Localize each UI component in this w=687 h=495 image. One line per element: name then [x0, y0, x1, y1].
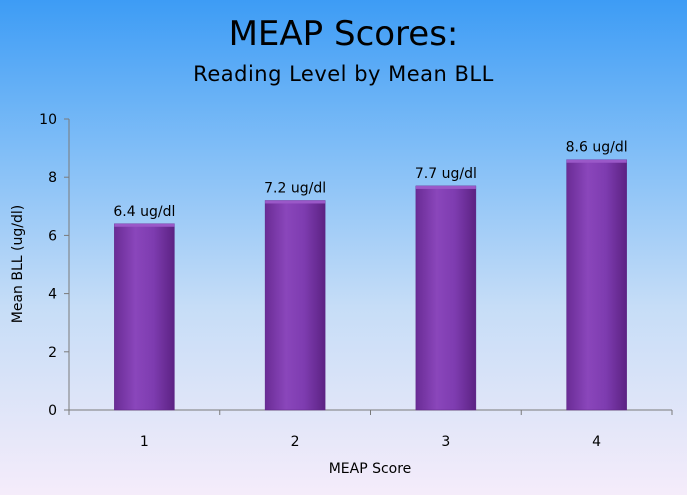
bar-highlight: [265, 200, 326, 204]
bar-highlight: [415, 185, 476, 189]
x-axis: 1 2 3 4: [68, 409, 673, 450]
x-tick-label: 2: [291, 434, 300, 450]
y-tick-label: 0: [48, 403, 57, 419]
bar: [415, 185, 477, 411]
y-tick-label: 6: [48, 228, 57, 244]
y-axis-label: Mean BLL (ug/dl): [10, 205, 26, 323]
x-tick-label: 1: [140, 434, 149, 450]
bar: [264, 200, 326, 411]
data-label: 6.4 ug/dl: [113, 204, 175, 220]
data-label: 8.6 ug/dl: [566, 140, 628, 156]
bar-highlight: [114, 223, 175, 227]
x-axis-label: MEAP Score: [329, 461, 412, 477]
x-tick-label: 3: [441, 434, 450, 450]
chart-subtitle: Reading Level by Mean BLL: [193, 62, 494, 86]
y-tick-label: 4: [48, 287, 57, 303]
bar-highlight: [566, 159, 627, 163]
data-label: 7.2 ug/dl: [264, 180, 326, 196]
bar: [114, 223, 175, 411]
chart-title: MEAP Scores:: [228, 14, 459, 54]
bars: [114, 159, 627, 411]
bar: [566, 159, 627, 411]
y-axis: 0 2 4 6 8 10: [39, 112, 70, 419]
y-tick-label: 2: [48, 345, 57, 361]
data-labels: 6.4 ug/dl 7.2 ug/dl 7.7 ug/dl 8.6 ug/dl: [113, 140, 627, 220]
data-label: 7.7 ug/dl: [415, 166, 477, 182]
y-tick-label: 10: [39, 112, 57, 128]
x-tick-label: 4: [592, 434, 601, 450]
y-tick-label: 8: [48, 170, 57, 186]
